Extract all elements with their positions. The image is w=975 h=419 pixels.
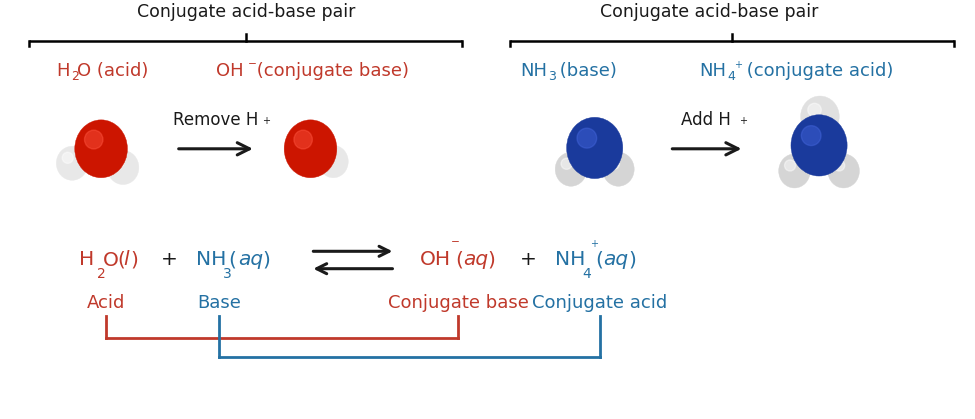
Text: ): ): [629, 251, 637, 269]
Text: O (acid): O (acid): [77, 62, 148, 80]
Text: H: H: [57, 62, 70, 80]
Text: 3: 3: [222, 266, 231, 281]
Ellipse shape: [85, 130, 103, 149]
Text: (base): (base): [554, 62, 616, 80]
Text: $^+$: $^+$: [588, 238, 599, 253]
Ellipse shape: [807, 103, 821, 116]
Ellipse shape: [779, 154, 810, 188]
Text: Base: Base: [197, 294, 241, 312]
Ellipse shape: [319, 145, 348, 178]
Text: $^+$: $^+$: [259, 116, 271, 129]
Text: $^-$: $^-$: [448, 238, 460, 253]
Ellipse shape: [828, 154, 859, 188]
Ellipse shape: [107, 150, 138, 184]
Text: 2: 2: [98, 266, 106, 281]
Text: ): ): [130, 251, 137, 269]
Ellipse shape: [801, 126, 821, 145]
Ellipse shape: [324, 151, 334, 162]
Ellipse shape: [555, 152, 587, 186]
Ellipse shape: [293, 130, 312, 149]
Ellipse shape: [284, 120, 336, 178]
Ellipse shape: [561, 158, 572, 169]
Text: $^+$: $^+$: [737, 116, 749, 129]
Text: aq: aq: [604, 251, 629, 269]
Ellipse shape: [800, 96, 839, 137]
Text: Add H: Add H: [682, 111, 731, 129]
Text: 4: 4: [583, 266, 592, 281]
Text: +: +: [520, 251, 536, 269]
Text: O(: O(: [103, 251, 127, 269]
Text: NH: NH: [555, 251, 585, 269]
Ellipse shape: [113, 157, 124, 168]
Ellipse shape: [577, 128, 597, 148]
Text: (conjugate acid): (conjugate acid): [741, 62, 894, 80]
Text: Conjugate base: Conjugate base: [388, 294, 528, 312]
Ellipse shape: [75, 120, 128, 178]
Text: (: (: [596, 251, 604, 269]
Text: H: H: [79, 251, 95, 269]
Text: ): ): [487, 251, 495, 269]
Text: Remove H: Remove H: [174, 111, 258, 129]
Text: Conjugate acid-base pair: Conjugate acid-base pair: [136, 3, 355, 21]
Ellipse shape: [57, 146, 88, 180]
Ellipse shape: [608, 158, 619, 169]
Text: (: (: [455, 251, 463, 269]
Ellipse shape: [785, 160, 796, 171]
Ellipse shape: [603, 152, 634, 186]
Text: l: l: [123, 251, 129, 269]
Text: 4: 4: [727, 70, 735, 83]
Text: OH: OH: [215, 62, 244, 80]
Text: ): ): [262, 251, 270, 269]
Text: +: +: [161, 251, 177, 269]
Text: NH: NH: [699, 62, 726, 80]
Text: aq: aq: [238, 251, 263, 269]
Text: NH: NH: [520, 62, 547, 80]
Text: $^+$: $^+$: [732, 60, 743, 74]
Ellipse shape: [834, 160, 844, 171]
Ellipse shape: [62, 152, 73, 163]
Text: NH: NH: [196, 251, 226, 269]
Text: Conjugate acid: Conjugate acid: [532, 294, 667, 312]
Text: aq: aq: [463, 251, 488, 269]
Text: 3: 3: [548, 70, 556, 83]
Text: Acid: Acid: [87, 294, 125, 312]
Text: OH: OH: [420, 251, 451, 269]
Text: (conjugate base): (conjugate base): [251, 62, 409, 80]
Ellipse shape: [566, 117, 623, 178]
Ellipse shape: [791, 115, 847, 176]
Text: $^-$: $^-$: [245, 60, 256, 75]
Text: 2: 2: [71, 70, 79, 83]
Text: Conjugate acid-base pair: Conjugate acid-base pair: [601, 3, 819, 21]
Text: (: (: [229, 251, 237, 269]
